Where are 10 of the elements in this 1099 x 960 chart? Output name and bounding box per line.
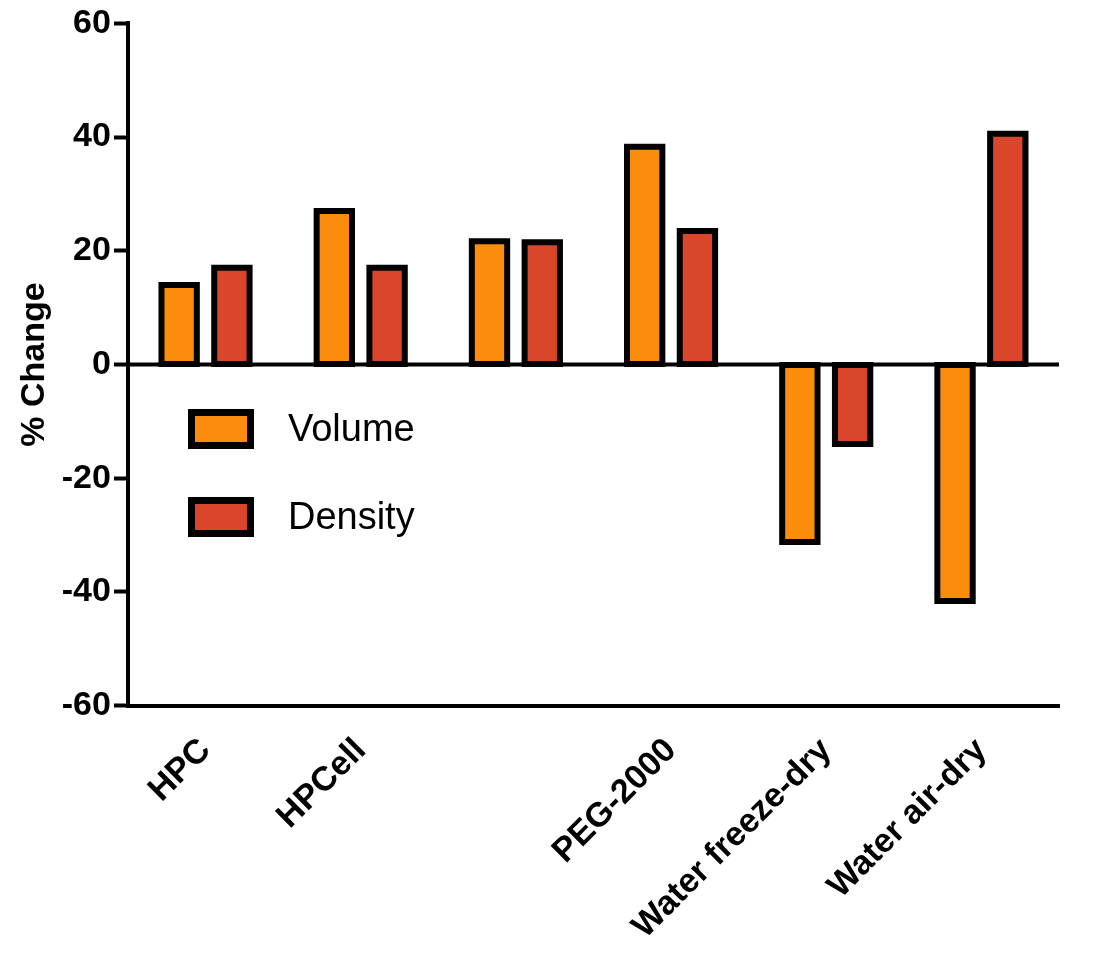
y-tick-label: -60: [61, 684, 111, 723]
legend-label: Density: [287, 495, 415, 539]
legend-label: Volume: [287, 407, 415, 451]
y-tick-label: -40: [61, 570, 111, 609]
y-tick-label: -20: [61, 456, 111, 495]
y-tick-label: 20: [73, 229, 111, 268]
y-tick-label: 0: [92, 342, 111, 381]
y-axis-title: % Change: [12, 282, 51, 447]
y-tick-label: 40: [73, 115, 111, 154]
y-tick-label: 60: [73, 1, 111, 40]
